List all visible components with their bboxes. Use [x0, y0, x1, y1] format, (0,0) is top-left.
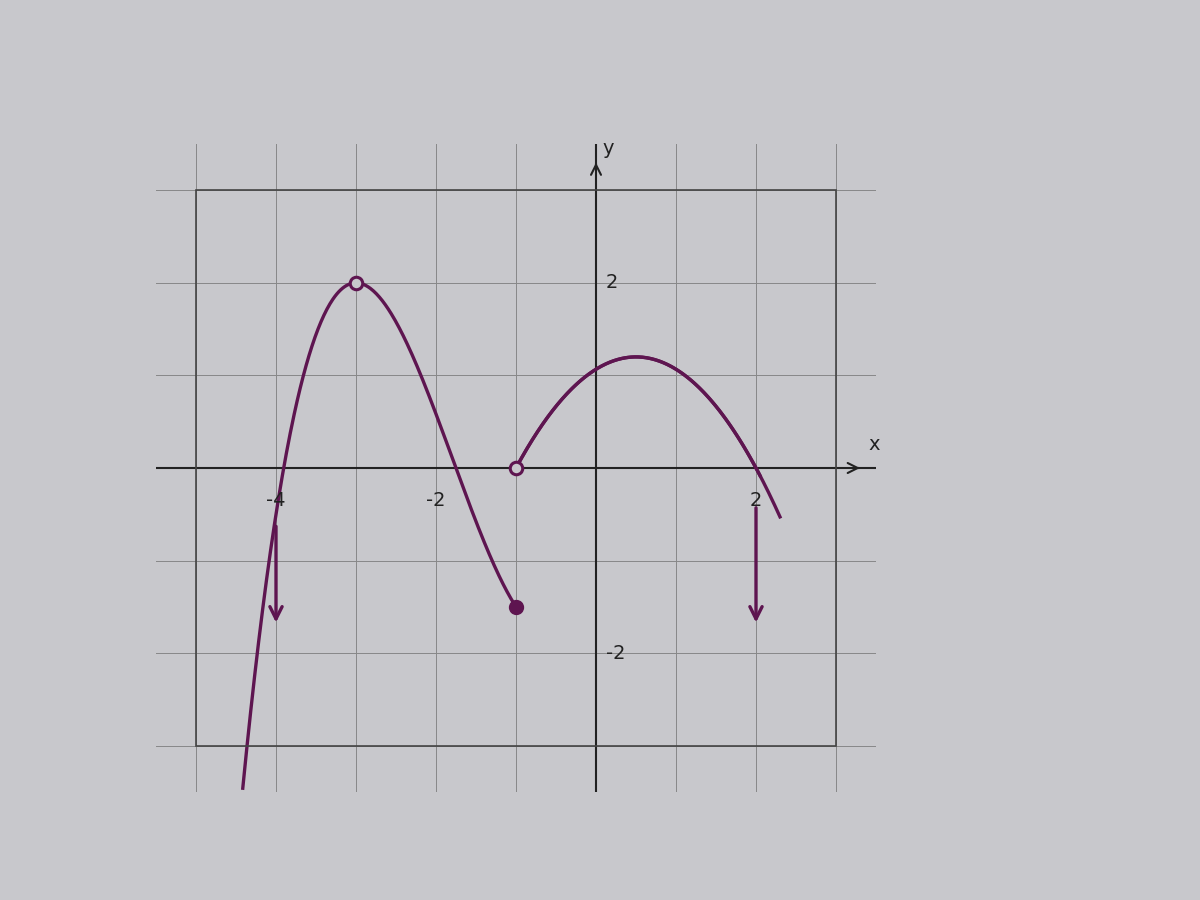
Text: 2: 2: [750, 491, 762, 510]
Text: x: x: [868, 435, 880, 454]
Text: -2: -2: [606, 644, 625, 662]
Text: y: y: [602, 139, 614, 158]
Text: 2: 2: [606, 274, 618, 292]
Text: -4: -4: [266, 491, 286, 510]
Bar: [196, 190, 836, 746]
Text: -2: -2: [426, 491, 445, 510]
